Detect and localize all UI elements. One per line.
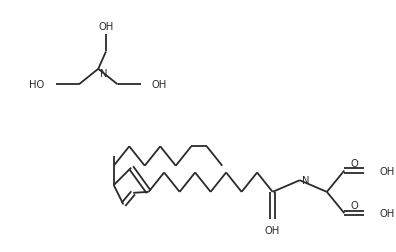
Text: OH: OH — [265, 225, 280, 235]
Text: N: N — [100, 69, 108, 78]
Text: OH: OH — [152, 80, 167, 90]
Text: OH: OH — [379, 166, 394, 176]
Text: OH: OH — [379, 208, 394, 218]
Text: O: O — [350, 158, 358, 168]
Text: HO: HO — [29, 80, 44, 90]
Text: OH: OH — [98, 22, 114, 32]
Text: N: N — [302, 176, 309, 185]
Text: O: O — [350, 201, 358, 211]
